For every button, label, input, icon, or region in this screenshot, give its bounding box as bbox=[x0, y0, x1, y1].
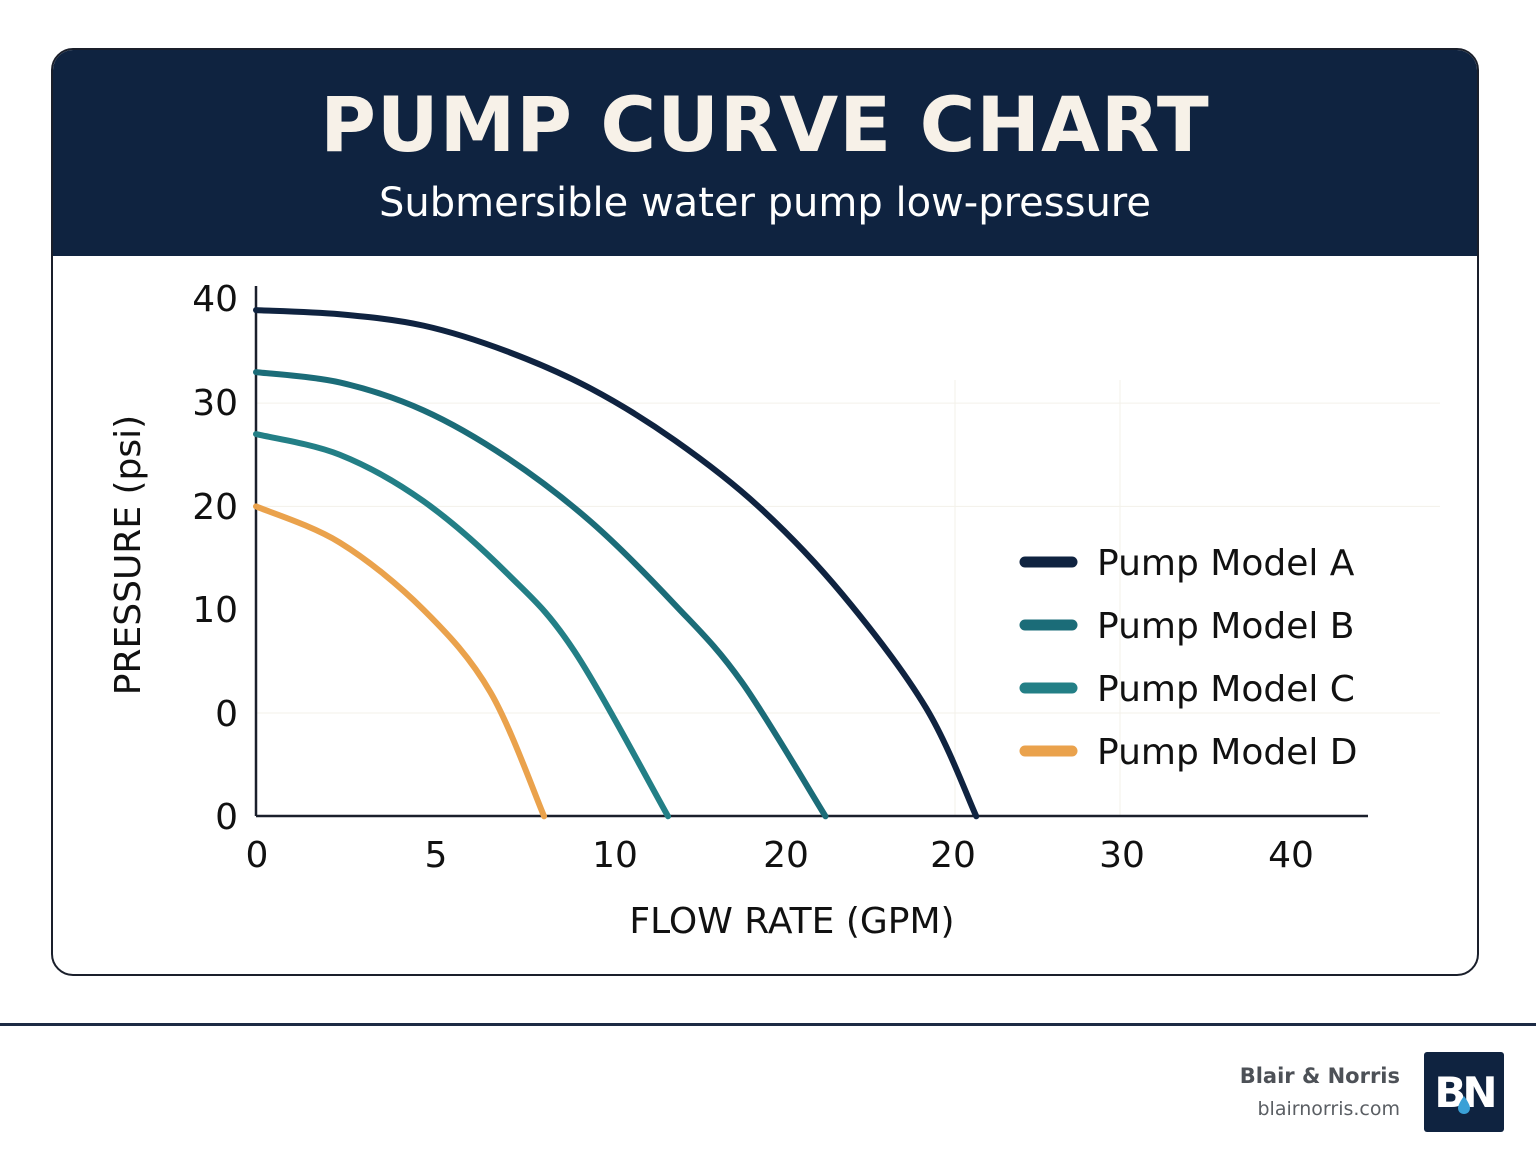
series-line-pump-model-d bbox=[253, 503, 548, 820]
series-line-pump-model-c bbox=[253, 431, 672, 820]
chart-header: PUMP CURVE CHART Submersible water pump … bbox=[53, 50, 1477, 256]
y-tick-label: 0 bbox=[215, 694, 238, 735]
y-tick-label: 30 bbox=[192, 383, 238, 424]
x-tick-label: 0 bbox=[246, 835, 269, 876]
footer-divider bbox=[0, 1023, 1536, 1026]
water-drop-icon bbox=[1458, 1096, 1470, 1114]
y-tick-label: 0 bbox=[215, 797, 238, 838]
x-tick-label: 10 bbox=[592, 835, 638, 876]
brand-logo: BN bbox=[1424, 1052, 1504, 1132]
brand-logo-mark: BN bbox=[1434, 1068, 1498, 1117]
legend-label: Pump Model B bbox=[1097, 606, 1354, 647]
brand-url[interactable]: blairnorris.com bbox=[1257, 1098, 1401, 1120]
y-tick-label: 20 bbox=[192, 487, 238, 528]
legend-label: Pump Model C bbox=[1097, 669, 1355, 710]
x-tick-label: 20 bbox=[930, 835, 976, 876]
series-line-pump-model-a bbox=[253, 307, 980, 820]
y-tick-label: 40 bbox=[192, 279, 238, 320]
chart-subtitle: Submersible water pump low-pressure bbox=[379, 180, 1151, 226]
legend-label: Pump Model A bbox=[1097, 543, 1355, 584]
x-tick-label: 5 bbox=[425, 835, 448, 876]
chart-card: PUMP CURVE CHART Submersible water pump … bbox=[51, 48, 1479, 976]
brand-name: Blair & Norris bbox=[1239, 1064, 1400, 1088]
x-tick-label: 40 bbox=[1268, 835, 1314, 876]
x-tick-label: 20 bbox=[763, 835, 809, 876]
x-tick-label: 30 bbox=[1099, 835, 1145, 876]
legend-label: Pump Model D bbox=[1097, 732, 1358, 773]
x-axis-label: FLOW RATE (GPM) bbox=[629, 901, 954, 942]
y-axis-label: PRESSURE (psi) bbox=[108, 415, 149, 695]
y-tick-label: 10 bbox=[192, 590, 238, 631]
chart-title: PUMP CURVE CHART bbox=[320, 80, 1210, 169]
series-line-pump-model-b bbox=[253, 369, 829, 820]
